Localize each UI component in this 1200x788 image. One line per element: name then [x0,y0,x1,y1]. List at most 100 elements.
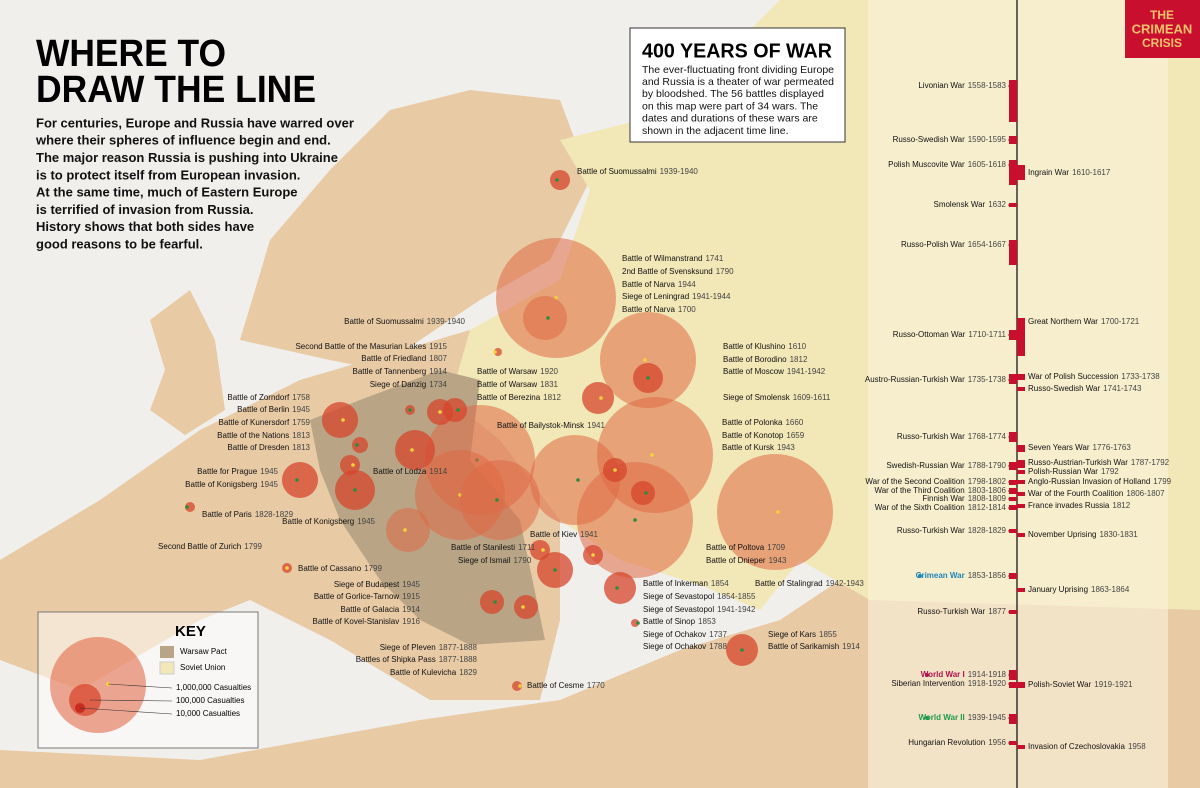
label-name: Battle of Tannenberg [353,367,427,376]
label-years: 1605-1618 [968,160,1007,169]
label-years: 1770 [587,681,605,690]
label: Battle of Kursk 1943 [722,443,795,452]
label: Battle of Stalingrad 1942-1943 [755,579,864,588]
key-leader [89,699,173,702]
label-years: 1788 [709,642,727,651]
label-years: 1915 [402,592,420,601]
label: Russo-Turkish War 1828-1829 [897,526,1007,535]
label-years: 1943 [777,443,795,452]
info-line: dates and durations of these wars are [642,113,818,125]
label-name: War of the Sixth Coalition [875,503,965,512]
label-name: Battle of Bailystok-Minsk [497,421,585,430]
logo-text: CRIMEAN [1132,21,1193,36]
label-name: Ingrain War [1028,168,1069,177]
label-name: Battle of Kulevicha [390,668,457,677]
label-years: 1828-1829 [255,510,294,519]
battle-dot [438,410,442,414]
label: Battle of Tannenberg 1914 [353,367,448,376]
key-label: 1,000,000 Casualties [176,683,251,692]
label-name: Crimean War [916,571,965,580]
war-bar [1009,682,1017,688]
battle-dot [518,684,522,688]
battle-circle [550,170,570,190]
label-name: Russo-Polish War [901,240,965,249]
label: Siege of Sevastopol 1854-1855 [643,592,756,601]
war-bar [1017,480,1025,484]
timeline-panel [868,0,1168,788]
label: Siege of Pleven 1877-1888 [380,643,478,652]
battle-circle [600,312,696,408]
battle-dot [615,586,619,590]
label: Battle of Suomussalmi 1939-1940 [344,317,465,326]
war-bar [1009,160,1017,185]
label: Second Battle of the Masurian Lakes 1915 [295,342,447,351]
label-name: Smolensk War [933,200,985,209]
battle-circle [443,398,467,422]
label: Russo-Swedish War 1741-1743 [1028,384,1142,393]
label-name: Russo-Turkish War [897,526,965,535]
label-years: 1853-1856 [968,571,1007,580]
label: War of the Third Coalition 1803-1806 [874,486,1006,495]
label-name: Russo-Turkish War [917,607,985,616]
battle-dot [285,566,289,570]
label: Battle of Berezina 1812 [477,393,562,402]
label-name: Battle of Inkerman [643,579,708,588]
label: War of the Second Coalition 1798-1802 [865,477,1006,486]
label: Battle of the Nations 1813 [217,431,310,440]
label: November Uprising 1830-1831 [1028,530,1138,539]
label: Battle of Wilmanstrand 1741 [622,254,724,263]
label-name: Battle of Paris [202,510,252,519]
war-bar [1017,387,1025,391]
label-name: Second Battle of the Masurian Lakes [295,342,426,351]
label: Battle of Cassano 1799 [298,564,383,573]
label-name: Battle of Kursk [722,443,775,452]
key-swatch [159,661,175,675]
label-name: War of the Second Coalition [865,477,964,486]
label-years: 1854-1855 [717,592,756,601]
label-name: Russo-Austrian-Turkish War [1028,458,1128,467]
label-years: 1944 [678,280,696,289]
label-name: Battle of Cesme [527,681,584,690]
info-line: by bloodshed. The 56 battles displayed [642,88,824,100]
key-circle [50,637,146,733]
label: Siege of Smolensk 1609-1611 [723,393,831,402]
label: Siberian Intervention 1918-1920 [891,679,1006,688]
label: Battle of Kunersdorf 1759 [218,418,310,427]
label: Smolensk War 1632 [933,200,1006,209]
label-name: Battle of Berezina [477,393,541,402]
label-years: 1813 [292,431,310,440]
label: Battle of Cesme 1770 [527,681,605,690]
label-years: 1710-1711 [968,330,1006,339]
label-name: Invasion of Czechoslovakia [1028,742,1125,751]
label: January Uprising 1863-1864 [1028,585,1130,594]
logo [1125,0,1200,58]
label: War of Polish Succession 1733-1738 [1028,372,1160,381]
war-bar [1017,682,1025,688]
label-name: January Uprising [1028,585,1088,594]
battle-circle [631,481,655,505]
label-years: 1914 [402,605,420,614]
label: Battle of Paris 1828-1829 [202,510,294,519]
battle-circle [494,348,502,356]
battle-dot [599,396,603,400]
label-years: 1812 [1112,501,1130,510]
battle-dot [541,548,545,552]
label-name: Battle of Wilmanstrand [622,254,702,263]
label: Battle of Klushino 1610 [723,342,807,351]
label-years: 1877-1888 [439,643,478,652]
label-years: 1798-1802 [968,477,1007,486]
label: Battle of Friedland 1807 [361,354,447,363]
label-years: 1914-1918 [968,670,1007,679]
label-name: Battle of Stanilesti [451,543,515,552]
label: Polish Muscovite War 1605-1618 [888,160,1006,169]
label-name: Battle of Cassano [298,564,362,573]
label-years: 1609-1611 [793,393,831,402]
label-years: 1776-1763 [1093,443,1132,452]
label-years: 1941-1942 [787,367,826,376]
label: Siege of Sevastopol 1941-1942 [643,605,756,614]
label-name: Russo-Ottoman War [893,330,966,339]
label-name: Great Northern War [1028,317,1098,326]
info-line: and Russia is a theater of war permeated [642,76,834,88]
label-years: 1610-1617 [1072,168,1111,177]
label: Battle of Berlin 1945 [237,405,310,414]
